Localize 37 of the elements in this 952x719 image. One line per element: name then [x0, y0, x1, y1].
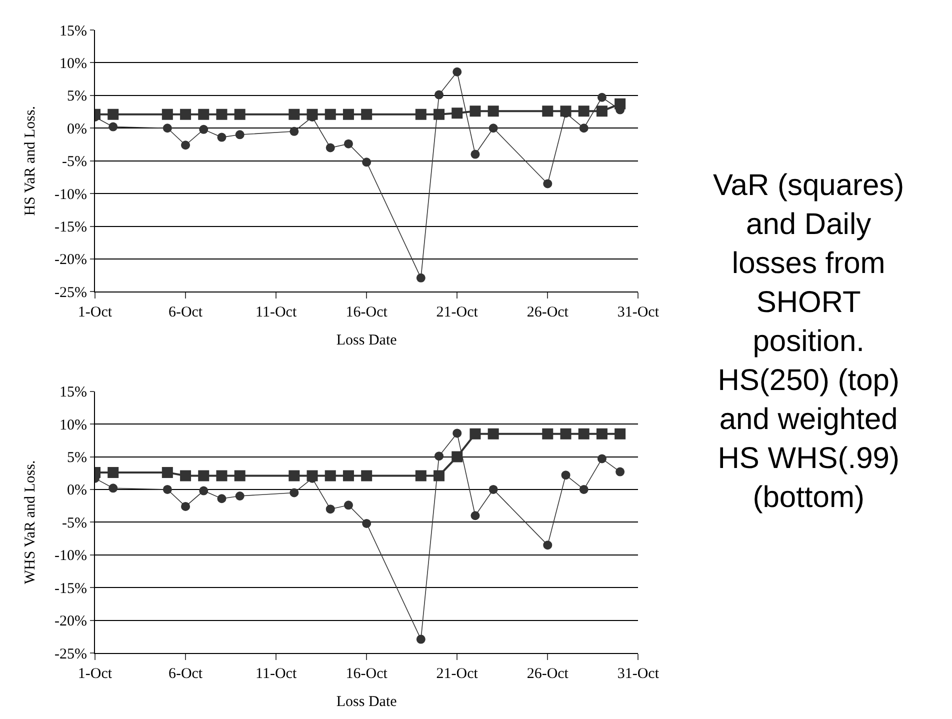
y-axis-title: HS VaR and Loss. — [22, 106, 39, 216]
x-tick-label: 31-Oct — [617, 666, 660, 682]
y-tick-label: 5% — [67, 450, 87, 466]
y-tick-label: -5% — [62, 515, 87, 532]
x-axis-title: Loss Date — [336, 332, 398, 349]
x-tick-label: 16-Oct — [346, 666, 388, 682]
y-tick-label: 15% — [60, 384, 87, 401]
x-tick-label: 1-Oct — [78, 666, 113, 682]
y-tick-label: 15% — [60, 23, 87, 40]
x-tick-label: 11-Oct — [256, 666, 298, 682]
x-tick-label: 21-Oct — [436, 304, 479, 321]
y-tick-label: 10% — [60, 417, 87, 434]
y-axis-title: WHS VaR and Loss. — [22, 460, 39, 584]
y-tick-label: -10% — [54, 548, 87, 564]
y-tick-label: -15% — [54, 220, 87, 236]
y-tick-label: -15% — [54, 580, 87, 597]
text: VaR (squares) and Daily losses from SHORT position. HS(250) (top) and weighted HS WHS(.99) (bottom) — [713, 169, 904, 514]
x-tick-label: 6-Oct — [168, 304, 204, 321]
y-tick-label: 5% — [67, 88, 87, 105]
y-tick-label: 10% — [60, 56, 87, 72]
x-tick-label: 6-Oct — [168, 666, 204, 682]
x-tick-label: 21-Oct — [436, 666, 479, 682]
y-tick-label: -10% — [54, 186, 87, 203]
x-tick-label: 16-Oct — [346, 304, 388, 321]
x-axis-title: Loss Date — [336, 694, 398, 710]
y-tick-label: 0% — [67, 121, 87, 138]
x-tick-label: 31-Oct — [617, 304, 660, 321]
x-tick-label: 26-Oct — [526, 304, 570, 321]
y-tick-label: -20% — [54, 252, 87, 268]
y-tick-label: -20% — [54, 614, 87, 630]
y-tick-label: -5% — [62, 154, 87, 170]
x-tick-label: 11-Oct — [256, 304, 298, 321]
x-tick-label: 26-Oct — [526, 666, 570, 682]
y-tick-label: -25% — [54, 646, 87, 662]
x-tick-label: 1-Oct — [78, 304, 113, 321]
y-tick-label: -25% — [54, 284, 87, 301]
y-tick-label: 0% — [67, 482, 87, 499]
